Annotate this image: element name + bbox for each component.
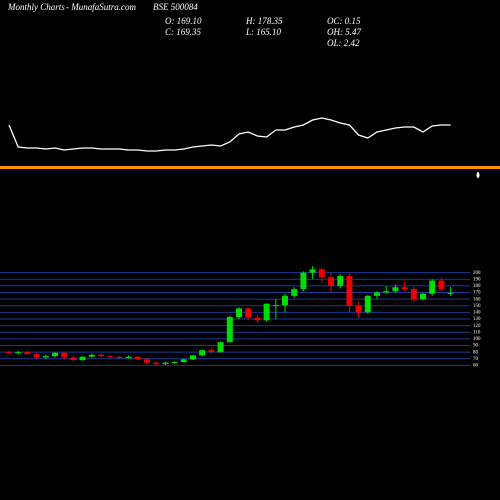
candle-body [254, 317, 261, 321]
y-tick-label: 140 [473, 311, 481, 316]
candle-body [134, 356, 141, 360]
y-tick-label: 200 [473, 271, 481, 276]
candle-body [70, 357, 77, 361]
candle-body [171, 362, 178, 364]
divider [0, 166, 500, 169]
candle-body [236, 308, 242, 318]
candle-body [52, 352, 58, 357]
candle-body [263, 303, 270, 321]
candle-body [355, 305, 362, 313]
y-tick-label: 160 [473, 297, 481, 302]
candle-body [144, 359, 150, 363]
y-tick-label: 130 [473, 317, 481, 322]
y-tick-label: 150 [473, 304, 481, 309]
stat-oh: OH: 5.47 [327, 27, 361, 37]
candle-body [107, 356, 114, 358]
candle-body [309, 269, 316, 273]
candle-body [374, 292, 380, 296]
candle-body [346, 275, 353, 306]
candle-body [429, 280, 436, 294]
candle-body [226, 317, 233, 343]
candle-body [79, 356, 86, 361]
candle-body [328, 277, 334, 286]
stat-oc: OC: 0.15 [327, 16, 361, 26]
y-tick-label: 110 [473, 330, 481, 335]
candle-body [125, 356, 132, 359]
y-tick-label: 190 [473, 277, 481, 282]
y-tick-label: 180 [473, 284, 481, 289]
site-label: Monthly Charts [7, 2, 65, 12]
stat-ol: OL: 2.42 [327, 38, 360, 48]
candle-body [272, 305, 279, 307]
y-tick-label: 90 [473, 344, 479, 349]
candle-body [162, 362, 169, 365]
overlay-line [8, 117, 451, 152]
candle-body [364, 295, 371, 313]
source-label: - MunafaSutra.com [66, 2, 136, 12]
candle-body [153, 362, 160, 365]
stat-high: H: 178.35 [245, 16, 283, 26]
candle-body [15, 352, 22, 354]
y-tick-label: 80 [473, 350, 479, 355]
stat-close: C: 169.35 [165, 27, 202, 37]
candle-body [245, 308, 252, 318]
y-tick-label: 170 [473, 291, 481, 296]
candle-body [116, 356, 123, 359]
candle-body [24, 352, 31, 355]
candle-body [33, 354, 40, 358]
stat-open: O: 169.10 [165, 16, 202, 26]
candle-body [88, 354, 95, 357]
candle-body [318, 269, 325, 278]
symbol-label: BSE 500084 [153, 2, 198, 12]
candle-body [410, 289, 417, 300]
candle-body [180, 359, 187, 363]
candle-body [447, 292, 454, 294]
candle-body [438, 280, 445, 290]
candle-body [401, 287, 408, 290]
stat-low: L: 165.10 [245, 27, 282, 37]
candle-body [199, 350, 206, 356]
candle-body [190, 355, 196, 360]
candle-body [42, 356, 49, 358]
candle-body [61, 352, 68, 358]
candle-body [6, 352, 12, 354]
candle-body [337, 275, 344, 286]
candle-body [291, 289, 298, 296]
y-tick-label: 60 [473, 364, 479, 369]
y-tick-label: 70 [473, 357, 479, 362]
candle-body [420, 293, 426, 300]
candle-body [392, 287, 399, 292]
marker [476, 172, 480, 178]
candle-body [282, 295, 288, 306]
candle-body [217, 342, 224, 353]
y-tick-label: 100 [473, 337, 481, 342]
candle-body [98, 354, 104, 357]
y-tick-label: 120 [473, 324, 481, 329]
candle-body [208, 350, 215, 353]
candle-body [300, 272, 307, 290]
candle-body [383, 291, 390, 293]
